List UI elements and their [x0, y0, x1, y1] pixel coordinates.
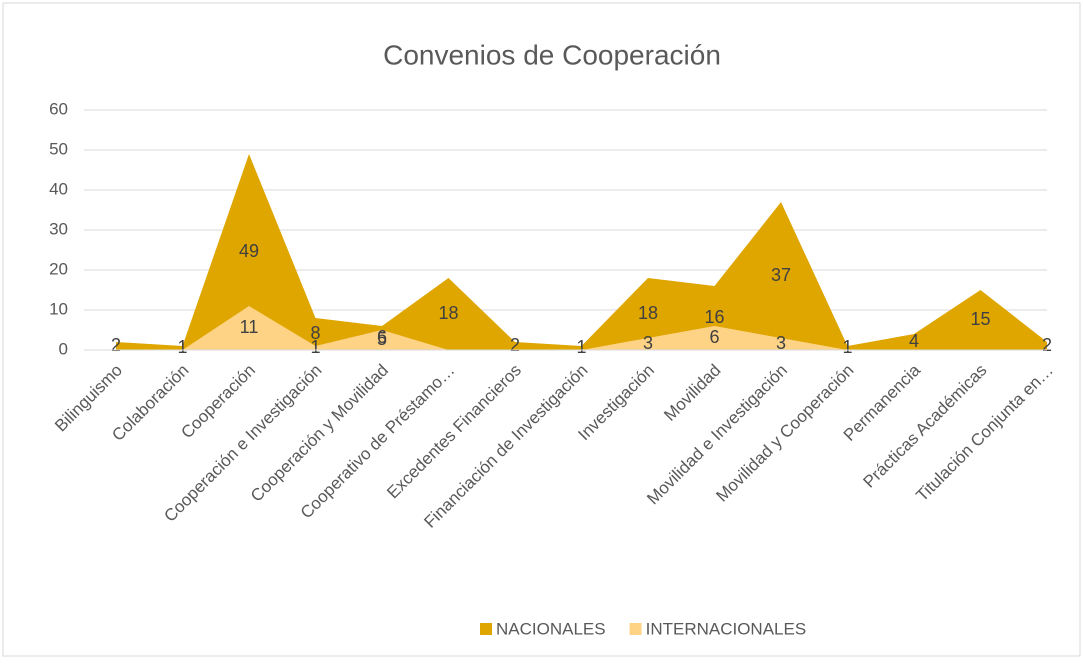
- data-label: 3: [776, 333, 786, 353]
- data-label: 18: [638, 303, 658, 323]
- data-label: 1: [310, 337, 320, 357]
- area: [116, 306, 1047, 350]
- legend-swatch: [480, 623, 492, 635]
- data-label: 11: [240, 317, 259, 337]
- data-label: 37: [771, 265, 791, 285]
- data-label: 1: [576, 337, 586, 357]
- y-tick-label: 50: [49, 139, 68, 158]
- data-label: 16: [704, 307, 724, 327]
- data-label: 1: [842, 337, 852, 357]
- legend-swatch: [629, 623, 642, 635]
- data-label: 1: [177, 337, 187, 357]
- data-label: 6: [709, 327, 719, 347]
- data-label: 18: [438, 303, 458, 323]
- data-label: 4: [909, 331, 919, 351]
- y-tick-label: 0: [59, 339, 68, 358]
- data-label: 8: [310, 323, 320, 343]
- data-label: 2: [111, 335, 121, 355]
- area: [116, 154, 1047, 350]
- data-label: 2: [1042, 335, 1052, 355]
- legend-label: NACIONALES: [496, 619, 606, 638]
- data-label: 6: [377, 327, 387, 347]
- data-label: 5: [377, 329, 387, 349]
- data-label: 15: [970, 309, 990, 329]
- y-tick-label: 60: [49, 99, 68, 118]
- y-tick-label: 10: [49, 299, 68, 318]
- data-label: 2: [510, 335, 520, 355]
- y-tick-label: 20: [49, 259, 68, 278]
- data-label: 49: [239, 241, 259, 261]
- y-tick-label: 40: [49, 179, 68, 198]
- legend-label: INTERNACIONALES: [646, 619, 807, 638]
- y-tick-label: 30: [49, 219, 68, 238]
- data-label: 3: [643, 333, 653, 353]
- chart-title: Convenios de Cooperación: [383, 39, 721, 70]
